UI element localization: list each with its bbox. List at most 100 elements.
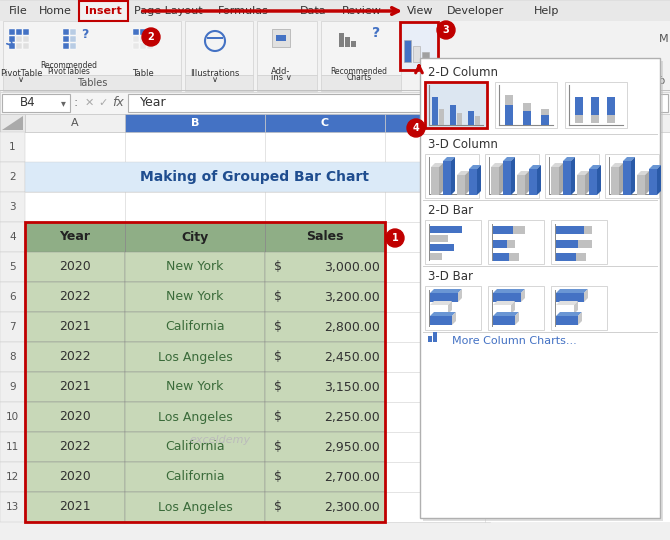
Polygon shape: [430, 312, 456, 316]
Bar: [0, 1, 670, 21]
Bar: [488, 220, 544, 264]
Bar: [423, 61, 663, 521]
Text: 7: 7: [9, 322, 16, 332]
Text: Los Angeles: Los Angeles: [157, 410, 232, 423]
Polygon shape: [517, 171, 529, 175]
Bar: [529, 169, 537, 195]
Bar: [0, 21, 670, 91]
Bar: [0, 92, 670, 114]
Bar: [503, 161, 511, 195]
Polygon shape: [511, 301, 515, 314]
Text: Home: Home: [39, 6, 72, 16]
Bar: [430, 293, 458, 302]
Bar: [576, 253, 586, 261]
Bar: [413, 46, 420, 62]
Bar: [589, 169, 597, 195]
Text: ∨: ∨: [18, 75, 24, 84]
Bar: [425, 286, 481, 330]
Bar: [25, 132, 670, 522]
Bar: [493, 253, 509, 261]
Text: $: $: [274, 441, 282, 454]
Polygon shape: [431, 163, 443, 167]
Text: Table: Table: [132, 69, 154, 78]
Bar: [185, 75, 253, 91]
Bar: [575, 115, 583, 123]
Bar: [649, 169, 657, 195]
Bar: [0, 372, 25, 402]
Text: ins ∨: ins ∨: [271, 72, 291, 82]
Polygon shape: [645, 171, 649, 195]
Bar: [276, 35, 286, 41]
Text: Sales: Sales: [306, 231, 344, 244]
Bar: [125, 462, 265, 492]
Text: $: $: [274, 410, 282, 423]
Bar: [607, 97, 615, 115]
Text: ?: ?: [372, 26, 380, 40]
Bar: [0, 222, 25, 252]
Bar: [265, 342, 385, 372]
Text: California: California: [165, 470, 225, 483]
Polygon shape: [619, 163, 623, 195]
Text: File: File: [9, 6, 27, 16]
Bar: [0, 312, 25, 342]
Text: $: $: [274, 321, 282, 334]
Polygon shape: [584, 289, 588, 302]
Bar: [0, 252, 25, 282]
Text: 6: 6: [9, 292, 16, 302]
Bar: [265, 312, 385, 342]
Bar: [70, 29, 76, 35]
Bar: [493, 316, 515, 325]
Text: 11: 11: [6, 442, 19, 452]
Polygon shape: [537, 165, 541, 195]
Text: 3-D Column: 3-D Column: [428, 138, 498, 151]
Bar: [404, 40, 411, 62]
Polygon shape: [556, 312, 582, 316]
Polygon shape: [499, 163, 503, 195]
Bar: [133, 29, 139, 35]
Text: Year: Year: [60, 231, 90, 244]
Bar: [0, 192, 25, 222]
Text: A: A: [71, 118, 79, 128]
Bar: [556, 253, 576, 261]
Bar: [9, 36, 15, 42]
Bar: [25, 222, 125, 252]
Polygon shape: [559, 163, 563, 195]
Bar: [493, 226, 513, 234]
Bar: [439, 109, 444, 125]
Bar: [605, 154, 659, 198]
Bar: [0, 402, 25, 432]
Polygon shape: [451, 157, 455, 195]
Bar: [551, 286, 607, 330]
Polygon shape: [577, 171, 589, 175]
Circle shape: [142, 28, 160, 46]
Circle shape: [437, 21, 455, 39]
Bar: [0, 492, 25, 522]
Text: Recommended: Recommended: [40, 60, 98, 70]
Polygon shape: [563, 157, 575, 161]
Text: Year: Year: [140, 97, 167, 110]
Text: 10: 10: [6, 412, 19, 422]
Bar: [425, 154, 479, 198]
Text: 2021: 2021: [59, 321, 91, 334]
Text: $: $: [274, 291, 282, 303]
Bar: [125, 342, 265, 372]
Bar: [551, 167, 559, 195]
Text: New York: New York: [166, 291, 224, 303]
Text: View: View: [407, 6, 433, 16]
Text: 8: 8: [9, 352, 16, 362]
Bar: [25, 462, 125, 492]
Bar: [488, 286, 544, 330]
Bar: [25, 492, 125, 522]
Bar: [623, 161, 631, 195]
Polygon shape: [529, 165, 541, 169]
Text: fx: fx: [112, 97, 124, 110]
Bar: [0, 462, 25, 492]
Bar: [3, 75, 181, 91]
Bar: [475, 116, 480, 125]
Polygon shape: [657, 165, 661, 195]
Bar: [265, 372, 385, 402]
Bar: [400, 22, 438, 70]
Bar: [0, 282, 25, 312]
Bar: [491, 167, 499, 195]
Polygon shape: [571, 157, 575, 195]
